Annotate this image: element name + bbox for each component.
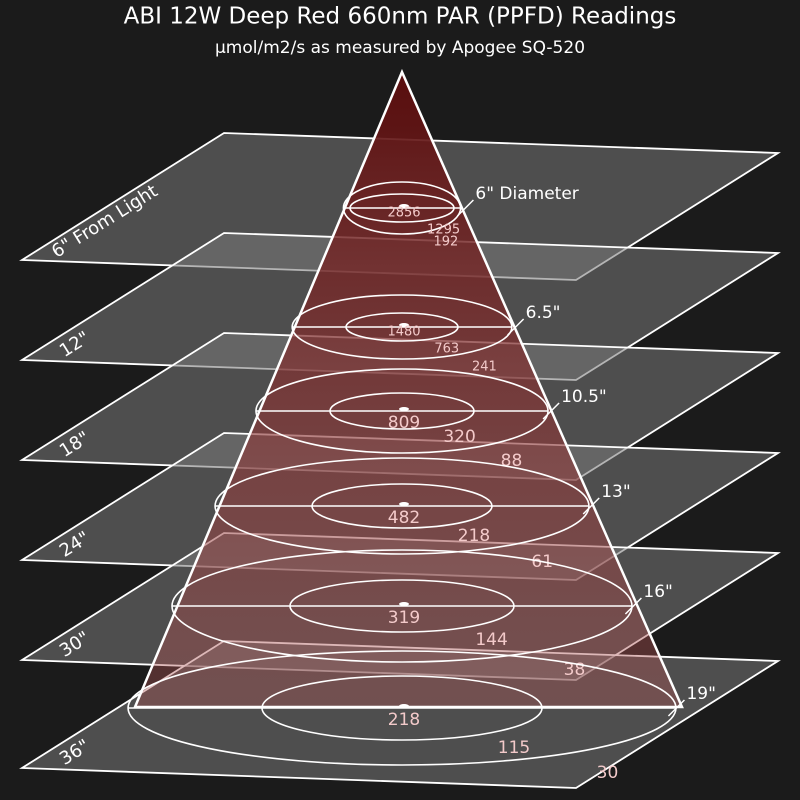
center-reading: 809 [388,413,420,433]
outer-reading: 241 [472,360,497,375]
middle-reading: 320 [443,427,475,447]
outer-reading: 30 [597,763,619,783]
diameter-label: 6" Diameter [475,184,578,204]
center-reading: 218 [388,710,420,730]
outer-reading: 192 [434,235,459,250]
center-dot [399,502,409,506]
diameter-label: 19" [686,684,715,704]
center-reading: 1480 [387,325,420,340]
leader-line [456,199,474,217]
middle-reading: 763 [434,342,459,357]
middle-reading: 115 [498,738,530,758]
middle-reading: 1295 [427,223,460,238]
center-dot [399,704,409,708]
center-reading: 319 [388,608,420,628]
title: ABI 12W Deep Red 660nm PAR (PPFD) Readin… [124,4,677,30]
leader-line [582,497,600,515]
center-reading: 482 [388,508,420,528]
leader-line [667,699,685,717]
light-cone [133,68,684,709]
center-dot [399,602,409,606]
leader-line [624,597,642,615]
leader-line [507,318,525,336]
diameter-label: 13" [601,482,630,502]
leader-line [542,402,560,420]
middle-reading: 218 [458,526,490,546]
center-dot [399,204,409,208]
subtitle: µmol/m2/s as measured by Apogee SQ-520 [215,38,585,58]
center-dot [399,323,409,327]
diameter-label: 10.5" [561,387,607,407]
diameter-label: 16" [643,582,672,602]
center-dot [399,407,409,411]
diameter-label: 6.5" [526,303,561,323]
middle-reading: 144 [475,630,507,650]
center-reading: 2856 [387,206,420,221]
